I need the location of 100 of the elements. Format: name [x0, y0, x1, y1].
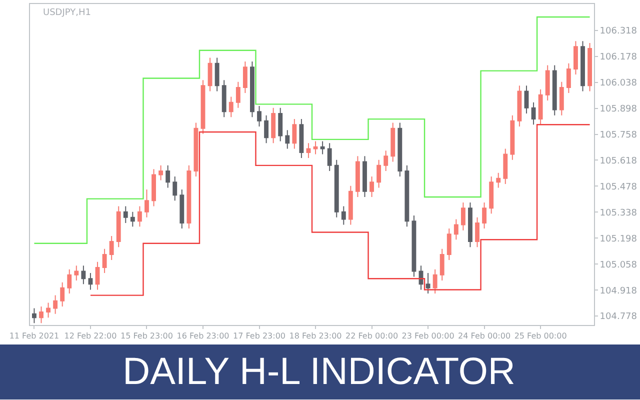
y-tick-label: 105.618 — [600, 156, 638, 166]
candlestick — [531, 102, 536, 126]
candlestick — [313, 140, 318, 155]
candlestick — [250, 61, 254, 118]
x-tick-label: 12 Feb 22:00 — [64, 332, 117, 341]
candlestick — [264, 114, 269, 144]
candlestick — [299, 118, 304, 159]
candlestick — [88, 272, 93, 290]
candlestick — [460, 202, 466, 231]
candlestick — [32, 308, 36, 324]
candlestick — [200, 80, 206, 134]
candlestick — [242, 61, 248, 94]
candlestick — [355, 156, 360, 198]
candlestick — [228, 96, 234, 118]
y-tick-label: 106.038 — [600, 78, 638, 88]
text: USDJPY,H1 — [43, 8, 91, 18]
candlestick — [566, 62, 571, 94]
candlestick — [418, 265, 424, 290]
candlestick — [370, 176, 374, 198]
candlestick — [74, 265, 79, 281]
candlestick — [404, 164, 410, 228]
candlestick — [432, 268, 438, 294]
y-tick-label: 104.778 — [600, 312, 638, 322]
candlestick — [306, 142, 311, 159]
candlestick — [172, 176, 178, 202]
y-tick-label: 105.338 — [600, 208, 638, 218]
x-tick-label: 16 Feb 23:00 — [176, 332, 230, 341]
candlestick — [559, 81, 564, 116]
candlestick — [468, 202, 472, 248]
candlestick — [376, 159, 382, 188]
candlestick — [524, 85, 529, 114]
y-tick-label: 105.478 — [600, 182, 638, 192]
candlestick — [152, 168, 156, 207]
candlestick — [123, 206, 128, 224]
candlestick — [454, 218, 458, 240]
candlestick — [446, 228, 452, 261]
candlestick — [440, 248, 444, 281]
candlestick — [341, 206, 346, 226]
candlestick — [102, 248, 107, 274]
y-tick-label: 105.758 — [600, 130, 638, 140]
candlestick — [208, 57, 212, 92]
candlestick — [257, 106, 262, 127]
y-tick-label: 105.898 — [600, 104, 638, 114]
candlestick — [67, 268, 72, 294]
candlestick — [194, 122, 198, 178]
candlestick — [412, 215, 416, 278]
candlestick — [482, 202, 487, 230]
candlestick — [186, 164, 192, 230]
candlestick — [545, 64, 550, 101]
candlestick — [292, 118, 297, 150]
candlestick — [398, 122, 402, 178]
candlestick — [334, 159, 339, 218]
candlestick — [475, 216, 480, 248]
candlestick — [327, 142, 332, 172]
candlestick — [137, 206, 142, 228]
candlestick — [573, 40, 578, 76]
candlestick — [489, 176, 494, 214]
candlestick — [510, 114, 515, 160]
candlestick — [81, 265, 86, 285]
candlestick — [180, 189, 184, 230]
candlestick — [222, 80, 226, 118]
candlestick — [214, 57, 220, 92]
candlestick — [39, 306, 44, 324]
candlestick — [144, 189, 149, 218]
y-tick-label: 105.198 — [600, 234, 638, 244]
candlestick — [130, 211, 135, 228]
candlestick — [496, 172, 501, 188]
y-tick-label: 105.058 — [600, 260, 638, 270]
candlestick — [426, 272, 430, 294]
candlestick — [285, 130, 290, 150]
candlestick — [60, 282, 65, 307]
x-tick-label: 24 Feb 00:00 — [458, 332, 511, 341]
text: DAILY H-L INDICATOR — [122, 351, 516, 393]
candlestick — [503, 148, 508, 184]
x-tick-label: 17 Feb 23:00 — [233, 332, 286, 341]
candlestick — [109, 235, 114, 261]
candlestick — [53, 294, 58, 314]
y-tick-label: 104.918 — [600, 286, 638, 296]
candlestick — [236, 81, 240, 108]
x-tick-label: 18 Feb 23:00 — [289, 332, 342, 341]
candlestick — [580, 40, 585, 92]
candlestick — [95, 261, 100, 290]
x-tick-label: 23 Feb 00:00 — [402, 332, 454, 341]
y-tick-label: 106.178 — [600, 52, 638, 62]
x-tick-label: 22 Feb 00:00 — [346, 332, 398, 341]
candlestick — [320, 140, 325, 155]
candlestick — [278, 107, 283, 142]
candlestick — [384, 150, 388, 172]
x-tick-label: 15 Feb 23:00 — [120, 332, 173, 341]
candlestick — [46, 302, 51, 318]
x-tick-label: 11 Feb 2021 — [9, 332, 60, 341]
candlestick — [517, 85, 522, 127]
candlestick — [271, 107, 276, 144]
candlestick — [166, 164, 170, 188]
candlestick — [588, 42, 592, 92]
candlestick — [348, 185, 353, 226]
y-tick-label: 106.318 — [600, 26, 638, 36]
candlestick — [158, 164, 164, 181]
candlestick — [552, 64, 557, 116]
candlestick — [390, 122, 396, 162]
